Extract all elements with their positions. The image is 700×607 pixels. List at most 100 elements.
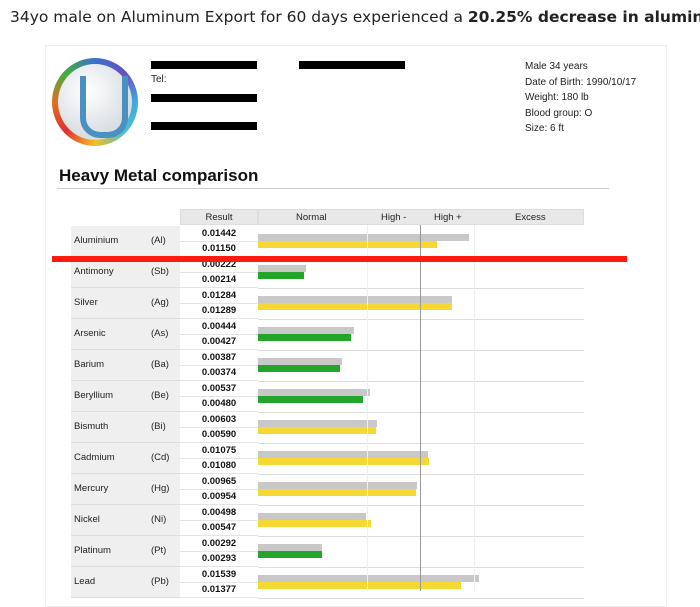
element-symbol: (Sb): [151, 266, 169, 277]
bar-cell: [258, 474, 584, 506]
table-row: Arsenic (As) 0.00444 0.00427: [71, 319, 584, 351]
bar-after: [258, 489, 416, 496]
bar-after: [258, 551, 322, 558]
result-before: 0.01284: [180, 288, 258, 304]
redacted-address: [151, 94, 257, 102]
bar-after: [258, 272, 305, 279]
column-bands: Normal High - High + Excess: [258, 209, 584, 225]
bar-cell: [258, 412, 584, 444]
element-name: Arsenic: [74, 328, 106, 339]
highlight-marker-line: [52, 256, 627, 262]
result-before: 0.00444: [180, 319, 258, 335]
bar-before: [258, 482, 418, 489]
element-name-cell: Cadmium (Cd): [71, 443, 180, 474]
result-after: 0.00590: [180, 427, 258, 443]
column-result: Result: [180, 209, 258, 225]
result-after: 0.00547: [180, 520, 258, 536]
bar-after: [258, 582, 462, 589]
caption-text: 34yo male on Aluminum Export for 60 days…: [10, 8, 468, 26]
bar-before: [258, 575, 480, 582]
result-after: 0.00374: [180, 365, 258, 381]
result-before: 0.00537: [180, 381, 258, 397]
result-before: 0.00292: [180, 536, 258, 552]
bar-after: [258, 241, 437, 248]
result-before: 0.00387: [180, 350, 258, 366]
result-after: 0.01080: [180, 458, 258, 474]
result-after: 0.00214: [180, 272, 258, 288]
tel-label: Tel:: [151, 74, 167, 85]
table-row: Lead (Pb) 0.01539 0.01377: [71, 567, 584, 599]
table-row: Barium (Ba) 0.00387 0.00374: [71, 350, 584, 382]
element-name: Aluminium: [74, 235, 119, 246]
bar-before: [258, 451, 429, 458]
bar-before: [258, 420, 377, 427]
element-symbol: (Ba): [151, 359, 169, 370]
column-excess: Excess: [515, 212, 546, 223]
bar-before: [258, 358, 343, 365]
bar-before: [258, 389, 371, 396]
redacted-contact: [299, 61, 405, 69]
element-name: Silver: [74, 297, 98, 308]
element-name: Barium: [74, 359, 105, 370]
size: Size: 6 ft: [525, 123, 564, 134]
element-symbol: (As): [151, 328, 169, 339]
result-before: 0.00603: [180, 412, 258, 428]
column-high-minus: High -: [381, 212, 407, 223]
element-name-cell: Aluminium (Al): [71, 226, 180, 257]
element-name-cell: Silver (Ag): [71, 288, 180, 319]
element-name: Lead: [74, 576, 96, 587]
bar-cell: [258, 443, 584, 475]
result-before: 0.01539: [180, 567, 258, 583]
caption-highlight: 20.25% decrease in aluminum: [467, 8, 700, 26]
result-after: 0.01150: [180, 241, 258, 257]
bar-cell: [258, 567, 584, 599]
bar-before: [258, 296, 452, 303]
element-name-cell: Beryllium (Be): [71, 381, 180, 412]
table-row: Antimony (Sb) 0.00222 0.00214: [71, 257, 584, 289]
bar-cell: [258, 536, 584, 568]
element-name: Cadmium: [74, 452, 115, 463]
element-symbol: (Ni): [151, 514, 167, 525]
bar-cell: [258, 288, 584, 320]
date-of-birth: Date of Birth: 1990/10/17: [525, 76, 637, 88]
element-name-cell: Bismuth (Bi): [71, 412, 180, 443]
band-divider: [474, 225, 475, 591]
result-after: 0.00954: [180, 489, 258, 505]
element-name-cell: Lead (Pb): [71, 567, 180, 598]
element-name-cell: Nickel (Ni): [71, 505, 180, 536]
table-row: Silver (Ag) 0.01284 0.01289: [71, 288, 584, 320]
table-row: Mercury (Hg) 0.00965 0.00954: [71, 474, 584, 506]
bar-cell: [258, 505, 584, 537]
element-symbol: (Bi): [151, 421, 166, 432]
element-symbol: (Cd): [151, 452, 170, 463]
result-before: 0.00222: [180, 257, 258, 273]
result-after: 0.01377: [180, 582, 258, 598]
element-symbol: (Pb): [151, 576, 169, 587]
band-divider: [367, 225, 368, 591]
bar-after: [258, 365, 340, 372]
bar-before: [258, 234, 469, 241]
element-name-cell: Arsenic (As): [71, 319, 180, 350]
table-row: Aluminium (Al) 0.01442 0.01150: [71, 226, 584, 258]
table-row: Beryllium (Be) 0.00537 0.00480: [71, 381, 584, 413]
threshold-line: [420, 225, 421, 591]
patient-info: Male 34 years Date of Birth: 1990/10/17 …: [525, 59, 636, 137]
bar-cell: [258, 319, 584, 351]
blood-group: Blood group: O: [525, 107, 593, 119]
result-after: 0.00427: [180, 334, 258, 350]
bar-before: [258, 513, 367, 520]
element-name-cell: Platinum (Pt): [71, 536, 180, 567]
result-after: 0.01289: [180, 303, 258, 319]
bar-before: [258, 327, 355, 334]
element-name: Platinum: [74, 545, 111, 556]
lab-logo: [52, 58, 138, 146]
element-name: Antimony: [74, 266, 114, 277]
bar-after: [258, 427, 376, 434]
bar-after: [258, 458, 430, 465]
column-normal: Normal: [296, 212, 327, 223]
element-symbol: (Hg): [151, 483, 170, 494]
result-before: 0.01075: [180, 443, 258, 459]
result-before: 0.01442: [180, 226, 258, 242]
result-before: 0.00965: [180, 474, 258, 490]
bar-after: [258, 520, 372, 527]
